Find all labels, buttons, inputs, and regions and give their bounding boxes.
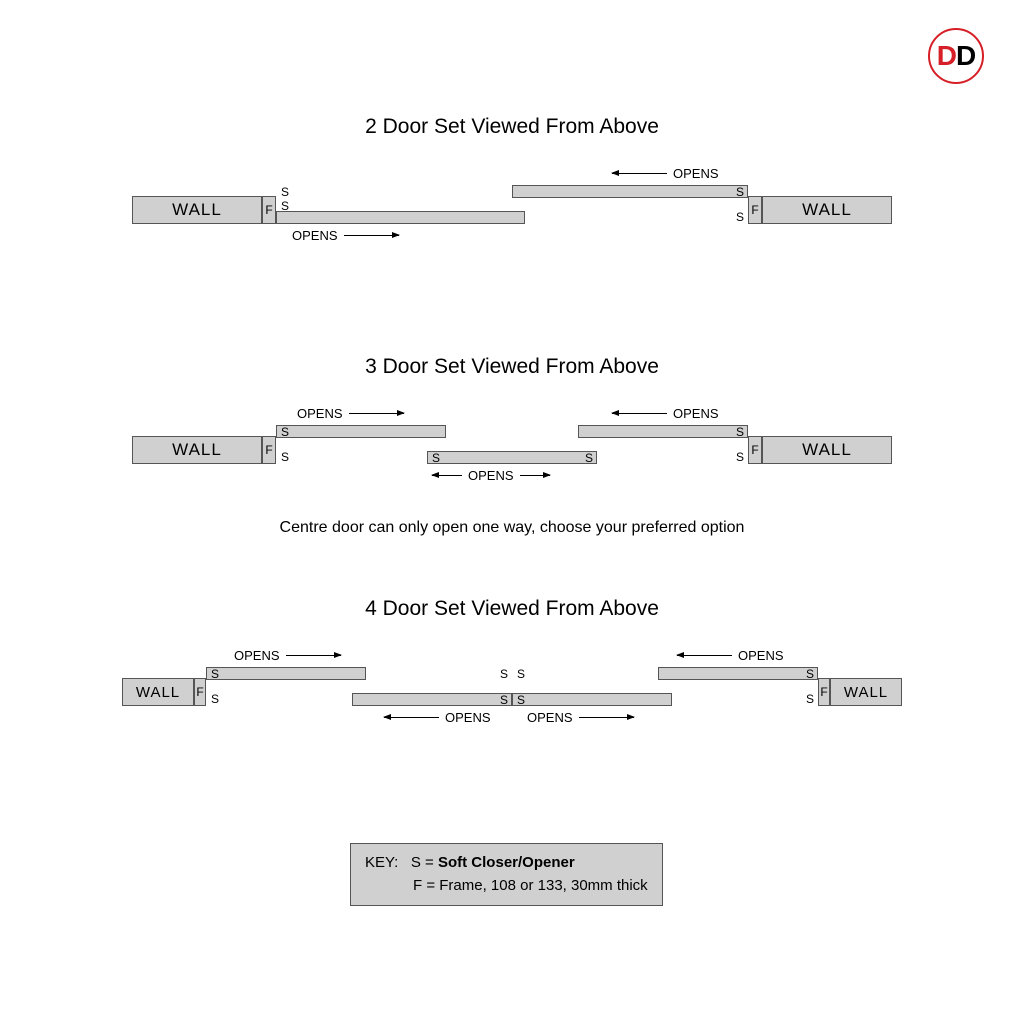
s-label: S [211,693,219,705]
title-4-door: 4 Door Set Viewed From Above [0,597,1024,621]
wall-right: WALL [830,678,902,706]
door-top-right [658,667,818,680]
door-top [512,185,748,198]
key-line-s: KEY: S = Soft Closer/Opener [365,852,648,875]
s-label: S [517,694,525,706]
s-label: S [281,186,289,198]
arrow-right-icon [520,475,550,476]
dd-logo: DD [928,28,984,84]
opens-bl: OPENS [384,710,491,725]
s-label: S [281,426,289,438]
door-center [427,451,597,464]
arrow-left-icon [384,717,439,718]
s-label: S [806,693,814,705]
arrow-right-icon [579,717,634,718]
door-bot-right [512,693,672,706]
door-top-left [206,667,366,680]
wall-left: WALL [132,196,262,224]
wall-right: WALL [762,436,892,464]
s-label: S [806,668,814,680]
arrow-left-icon [612,413,667,414]
wall-left: WALL [122,678,194,706]
opens-center: OPENS [432,468,550,483]
s-label: S [736,186,744,198]
opens-tl: OPENS [234,648,341,663]
logo-d1: D [937,40,956,72]
door-top-right [578,425,748,438]
title-3-door: 3 Door Set Viewed From Above [0,355,1024,379]
s-label: S [736,451,744,463]
logo-d2: D [956,40,975,72]
title-2-door: 2 Door Set Viewed From Above [0,115,1024,139]
diagram-3-door: WALL F F WALL S S S S S S OPENS OPENS OP… [132,409,892,489]
diagram-4-door: WALL F F WALL S S S S S S S S OPENS OPEN… [122,651,902,731]
note-3-door: Centre door can only open one way, choos… [0,519,1024,537]
opens-tr: OPENS [612,406,719,421]
s-label: S [500,668,508,680]
section-3-door: 3 Door Set Viewed From Above WALL F F WA… [0,355,1024,537]
opens-bottom: OPENS [292,228,399,243]
s-label: S [736,426,744,438]
s-label: S [281,451,289,463]
s-label: S [211,668,219,680]
section-4-door: 4 Door Set Viewed From Above WALL F F WA… [0,597,1024,731]
door-bottom [276,211,525,224]
wall-left: WALL [132,436,262,464]
arrow-right-icon [349,413,404,414]
arrow-left-icon [677,655,732,656]
door-bot-left [352,693,512,706]
arrow-right-icon [286,655,341,656]
s-label: S [500,694,508,706]
frame-left: F [194,678,206,706]
opens-br: OPENS [527,710,634,725]
opens-top: OPENS [612,166,719,181]
section-2-door: 2 Door Set Viewed From Above WALL F F WA… [0,115,1024,249]
opens-tl: OPENS [297,406,404,421]
frame-right: F [748,436,762,464]
arrow-left-icon [612,173,667,174]
diagram-2-door: WALL F F WALL S S S S OPENS OPENS [132,169,892,249]
frame-right: F [818,678,830,706]
s-label: S [517,668,525,680]
key-line-f: F = Frame, 108 or 133, 30mm thick [365,875,648,898]
wall-right: WALL [762,196,892,224]
s-label: S [281,200,289,212]
s-label: S [432,452,440,464]
s-label: S [585,452,593,464]
key-box: KEY: S = Soft Closer/Opener F = Frame, 1… [350,843,663,906]
frame-left: F [262,196,276,224]
s-label: S [736,211,744,223]
door-top-left [276,425,446,438]
frame-right: F [748,196,762,224]
frame-left: F [262,436,276,464]
arrow-right-icon [344,235,399,236]
opens-tr: OPENS [677,648,784,663]
arrow-left-icon [432,475,462,476]
